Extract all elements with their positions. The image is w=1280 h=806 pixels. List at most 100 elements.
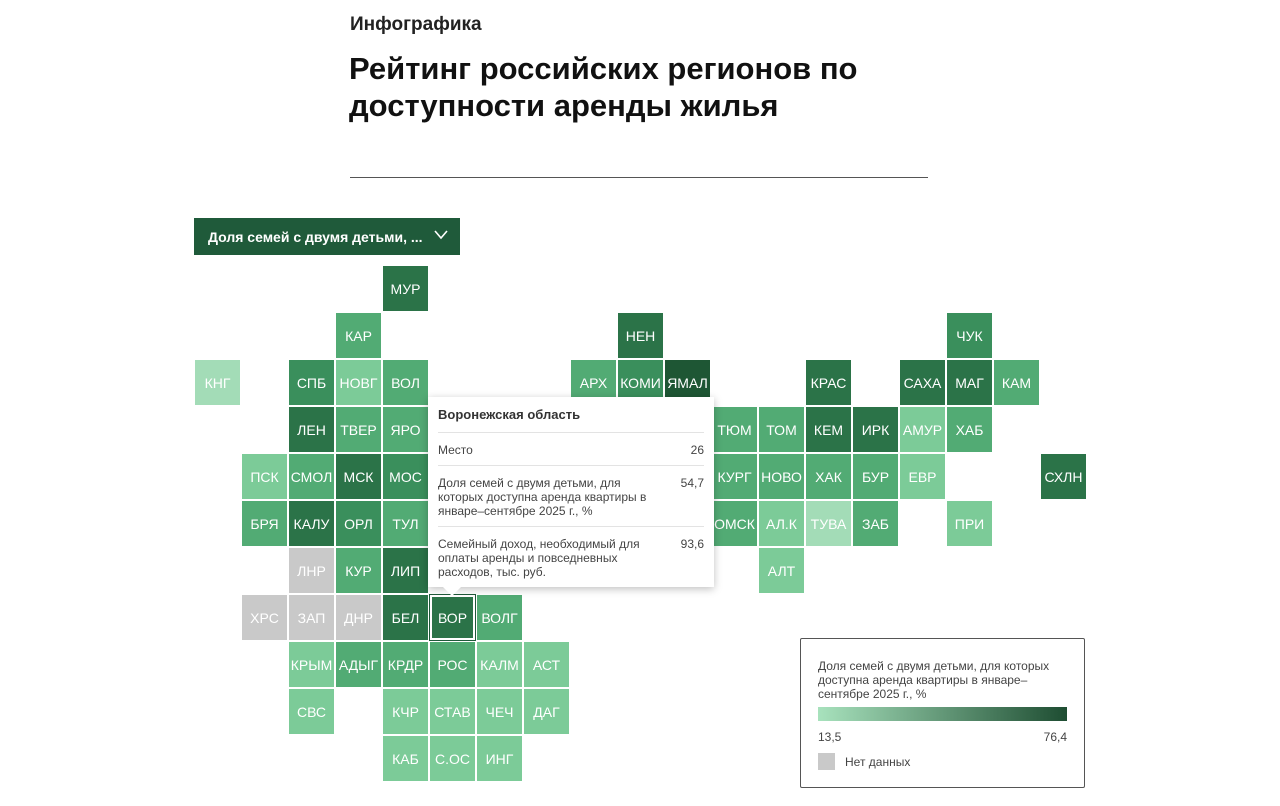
region-tile[interactable]: ТВЕР [336,407,381,452]
region-tile[interactable]: С.ОС [430,736,475,781]
region-label: ВОЛ [391,374,420,391]
region-label: МСК [343,468,374,485]
row-label: Семейный доход, необходимый для оплаты а… [438,537,640,579]
region-tile[interactable]: КЧР [383,689,428,734]
row-value: 26 [690,443,704,457]
region-tile[interactable]: СВС [289,689,334,734]
region-tile[interactable]: НОВО [759,454,804,499]
region-tile[interactable]: БУР [853,454,898,499]
region-label: ЗАБ [862,515,889,532]
region-label: АСТ [532,656,561,673]
legend: Доля семей с двумя детьми, для которых д… [800,638,1085,788]
region-tile[interactable]: ЧУК [947,313,992,358]
region-label: АЛ.К [766,515,797,532]
region-label: КЕМ [813,421,844,438]
metric-dropdown[interactable]: Доля семей с двумя детьми, ... [194,218,460,255]
region-label: АМУР [902,421,943,438]
region-label: МУР [390,280,421,297]
region-tile[interactable]: ОМСК [712,501,757,546]
region-tile[interactable]: ЕВР [900,454,945,499]
region-tile[interactable]: АДЫГ [336,642,381,687]
region-tile[interactable]: МСК [336,454,381,499]
region-label: ЕВР [908,468,937,485]
region-tile[interactable]: ДАГ [524,689,569,734]
region-tile[interactable]: СПБ [289,360,334,405]
region-tile[interactable]: МУР [383,266,428,311]
region-tile[interactable]: ИНГ [477,736,522,781]
region-tile[interactable]: ЗАП [289,595,334,640]
region-tile[interactable]: НЕН [618,313,663,358]
region-tile[interactable]: ПРИ [947,501,992,546]
region-tile[interactable]: ЗАБ [853,501,898,546]
divider [350,177,928,178]
region-tile[interactable]: ВОЛГ [477,595,522,640]
region-label: КАМ [1001,374,1032,391]
region-tile[interactable]: КЕМ [806,407,851,452]
region-tile[interactable]: РОС [430,642,475,687]
region-tile[interactable]: БРЯ [242,501,287,546]
region-tile[interactable]: ЯРО [383,407,428,452]
kicker: Инфографика [350,14,482,35]
region-tile[interactable]: ТОМ [759,407,804,452]
region-tile[interactable]: КАМ [994,360,1039,405]
region-tile[interactable]: КАЛУ [289,501,334,546]
region-label: ХАБ [955,421,984,438]
region-tile[interactable]: АМУР [900,407,945,452]
region-tile[interactable]: ПСК [242,454,287,499]
region-tile[interactable]: ХАБ [947,407,992,452]
region-tile[interactable]: СТАВ [430,689,475,734]
region-tile[interactable]: СХЛН [1041,454,1086,499]
region-tile[interactable]: ТЮМ [712,407,757,452]
region-tile[interactable]: КАР [336,313,381,358]
region-label: ЗАП [297,609,326,626]
region-label: ТУВА [810,515,847,532]
region-tile[interactable]: ХАК [806,454,851,499]
region-label: КАЛМ [480,656,519,673]
region-tile[interactable]: КАБ [383,736,428,781]
region-tile[interactable]: КУРГ [712,454,757,499]
region-tile[interactable]: ТУВА [806,501,851,546]
legend-gradient [818,707,1067,721]
region-tile[interactable]: АЛ.К [759,501,804,546]
region-tile[interactable]: НОВГ [336,360,381,405]
region-tile[interactable]: ХРС [242,595,287,640]
region-tile[interactable]: ЛЕН [289,407,334,452]
region-tile[interactable]: ИРК [853,407,898,452]
region-label: КУРГ [717,468,752,485]
region-label: КНГ [204,374,231,391]
region-label: ЛНР [297,562,326,579]
tooltip-row: Место 26 [438,432,704,465]
row-value: 93,6 [680,537,704,551]
region-tile[interactable]: СМОЛ [289,454,334,499]
region-label: АЛТ [767,562,796,579]
region-tile[interactable]: МАГ [947,360,992,405]
region-tile[interactable]: ОРЛ [336,501,381,546]
region-tile[interactable]: МОС [383,454,428,499]
region-tile[interactable]: КУР [336,548,381,593]
region-tile[interactable]: КРАС [806,360,851,405]
region-tile[interactable]: ВОР [429,594,476,641]
region-tile[interactable]: ДНР [336,595,381,640]
region-label: ЧУК [956,327,983,344]
region-tile[interactable]: ЧЕЧ [477,689,522,734]
region-label: ПРИ [954,515,985,532]
legend-min: 13,5 [818,730,842,744]
region-label: С.ОС [435,750,470,767]
region-label: КАЛУ [293,515,330,532]
region-label: ТУЛ [392,515,419,532]
region-label: ЧЕЧ [485,703,514,720]
region-tile[interactable]: АСТ [524,642,569,687]
region-tile[interactable]: КРЫМ [289,642,334,687]
region-tile[interactable]: ВОЛ [383,360,428,405]
region-tile[interactable]: ЛИП [383,548,428,593]
region-label: ТВЕР [340,421,377,438]
region-tile[interactable]: КНГ [195,360,240,405]
region-tile[interactable]: САХА [900,360,945,405]
region-tile[interactable]: БЕЛ [383,595,428,640]
region-tile[interactable]: ЛНР [289,548,334,593]
region-tile[interactable]: КАЛМ [477,642,522,687]
region-label: РОС [437,656,468,673]
region-tile[interactable]: АЛТ [759,548,804,593]
region-tile[interactable]: КРДР [383,642,428,687]
region-tile[interactable]: ТУЛ [383,501,428,546]
